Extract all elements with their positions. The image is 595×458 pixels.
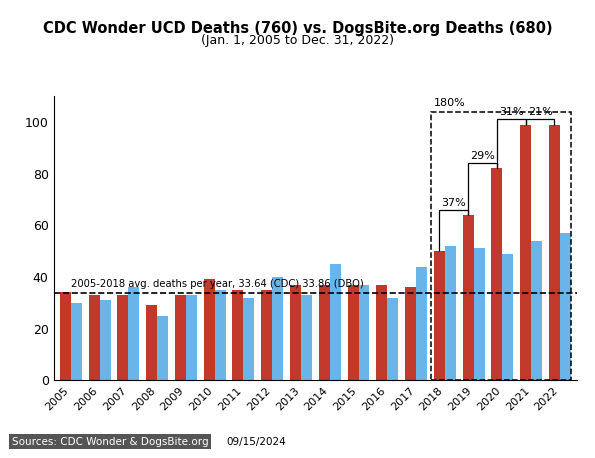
Bar [377,284,387,380]
Text: 29%: 29% [470,151,495,161]
Bar [243,298,254,380]
Bar [319,284,330,380]
Bar [272,277,283,380]
Bar [60,292,71,380]
Bar [502,254,513,380]
Text: Sources: CDC Wonder & DogsBite.org: Sources: CDC Wonder & DogsBite.org [12,436,208,447]
Text: 180%: 180% [434,98,466,108]
Bar [474,249,484,380]
Bar [186,295,197,380]
Bar [117,295,129,380]
Text: (Jan. 1, 2005 to Dec. 31, 2022): (Jan. 1, 2005 to Dec. 31, 2022) [201,34,394,47]
Text: CDC Wonder UCD Deaths (760) vs. DogsBite.org Deaths (680): CDC Wonder UCD Deaths (760) vs. DogsBite… [43,21,552,36]
Bar [157,316,168,380]
Bar [549,125,560,380]
Bar [301,295,312,380]
Text: 37%: 37% [441,198,466,207]
Bar [405,287,416,380]
Bar [203,279,215,380]
Bar [290,284,301,380]
Bar [233,290,243,380]
Bar [347,284,359,380]
Bar [129,287,139,380]
Bar [463,215,474,380]
Bar [445,246,456,380]
Bar [146,305,157,380]
Bar [330,264,341,380]
Text: 09/15/2024: 09/15/2024 [226,436,286,447]
Bar [531,241,542,380]
Bar [71,303,82,380]
Bar [387,298,398,380]
Bar [175,295,186,380]
Bar [416,267,427,380]
Bar [491,169,502,380]
Bar [434,251,445,380]
Bar [359,284,369,380]
Text: 31%: 31% [499,107,524,117]
Bar [560,233,571,380]
Bar [99,300,111,380]
Bar [520,125,531,380]
Text: 21%: 21% [528,107,552,117]
Bar [89,295,99,380]
Bar [261,290,272,380]
Bar [215,290,226,380]
Text: 2005-2018 avg. deaths per year, 33.64 (CDC) 33.86 (DBO): 2005-2018 avg. deaths per year, 33.64 (C… [71,279,364,289]
